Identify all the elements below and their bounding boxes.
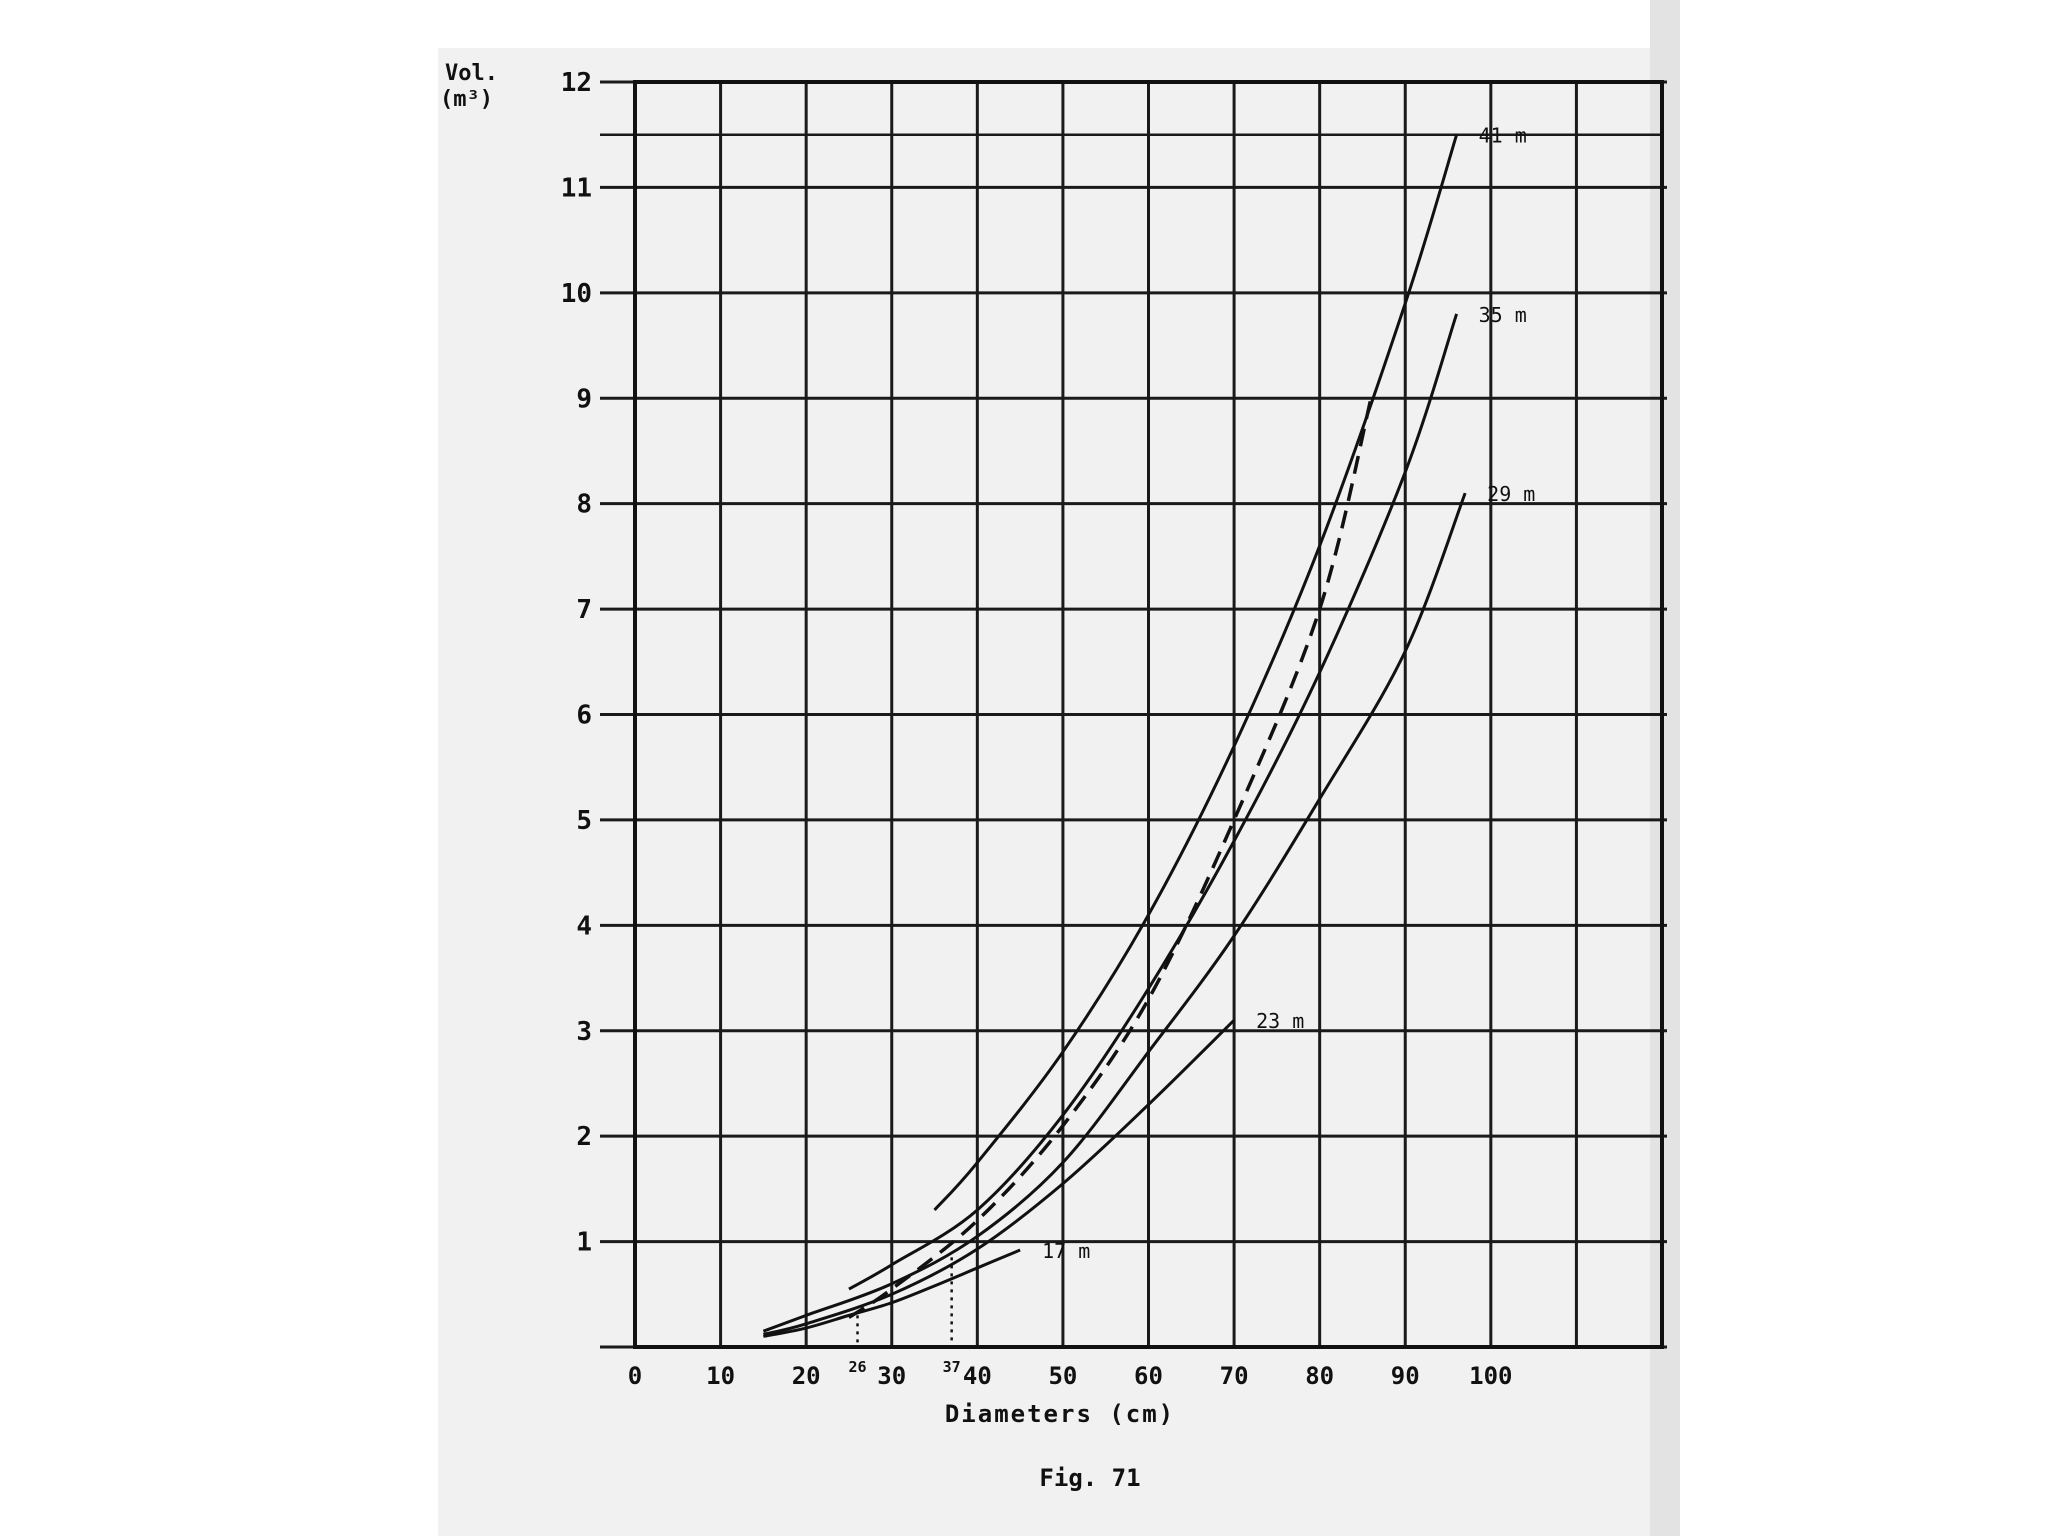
- series-label: 29 m: [1487, 482, 1535, 506]
- x-tick-label: 60: [1134, 1362, 1163, 1390]
- x-tick-label: 80: [1305, 1362, 1334, 1390]
- x-tick-label: 100: [1469, 1362, 1512, 1390]
- series-label: 41 m: [1479, 124, 1527, 148]
- y-tick-label: 11: [561, 173, 592, 203]
- plot-frame: [633, 80, 1664, 1349]
- series-line-dashed: [847, 397, 1373, 1319]
- x-marker-label: 26: [848, 1358, 866, 1376]
- y-tick-label: 1: [576, 1228, 592, 1258]
- y-axis-label-line1: Vol.: [445, 61, 498, 86]
- y-tick-label: 6: [576, 701, 592, 731]
- y-axis-label-line2: (m³): [440, 87, 493, 112]
- chart-series-layer: [762, 134, 1467, 1347]
- x-marker-label: 37: [943, 1358, 961, 1376]
- series-line: [763, 1248, 1021, 1338]
- x-axis-label: Diameters (cm): [945, 1400, 1175, 1428]
- x-tick-label: 90: [1391, 1362, 1420, 1390]
- figure-caption: Fig. 71: [1039, 1464, 1140, 1492]
- y-tick-label: 5: [576, 806, 592, 836]
- series-line: [762, 492, 1467, 1333]
- series-label: 35 m: [1479, 303, 1527, 327]
- x-tick-label: 20: [792, 1362, 821, 1390]
- y-tick-label: 4: [576, 911, 592, 941]
- x-tick-label: 10: [706, 1362, 735, 1390]
- x-tick-label: 50: [1048, 1362, 1077, 1390]
- y-tick-label: 2: [576, 1122, 592, 1152]
- x-tick-label: 40: [963, 1362, 992, 1390]
- x-tick-label: 70: [1220, 1362, 1249, 1390]
- y-tick-label: 9: [576, 384, 592, 414]
- chart-labels-layer: 0 10 20 30 40 50 60 70 80 90 10012345678910111217 …: [561, 68, 1536, 1390]
- series-line: [763, 1019, 1236, 1336]
- x-tick-label: 0: [628, 1362, 642, 1390]
- y-tick-label: 7: [576, 595, 592, 625]
- series-label: 23 m: [1256, 1009, 1304, 1033]
- x-tick-label: 30: [877, 1362, 906, 1390]
- page-sheet: [438, 48, 1678, 1536]
- y-tick-label: 8: [576, 490, 592, 520]
- series-label: 17 m: [1042, 1239, 1090, 1263]
- chart-axes: [633, 80, 1664, 1349]
- y-tick-label: 12: [561, 68, 592, 98]
- y-tick-label: 10: [561, 279, 592, 309]
- series-line: [933, 134, 1459, 1211]
- y-tick-label: 3: [576, 1017, 592, 1047]
- page-edge-shadow: [1650, 0, 1680, 1536]
